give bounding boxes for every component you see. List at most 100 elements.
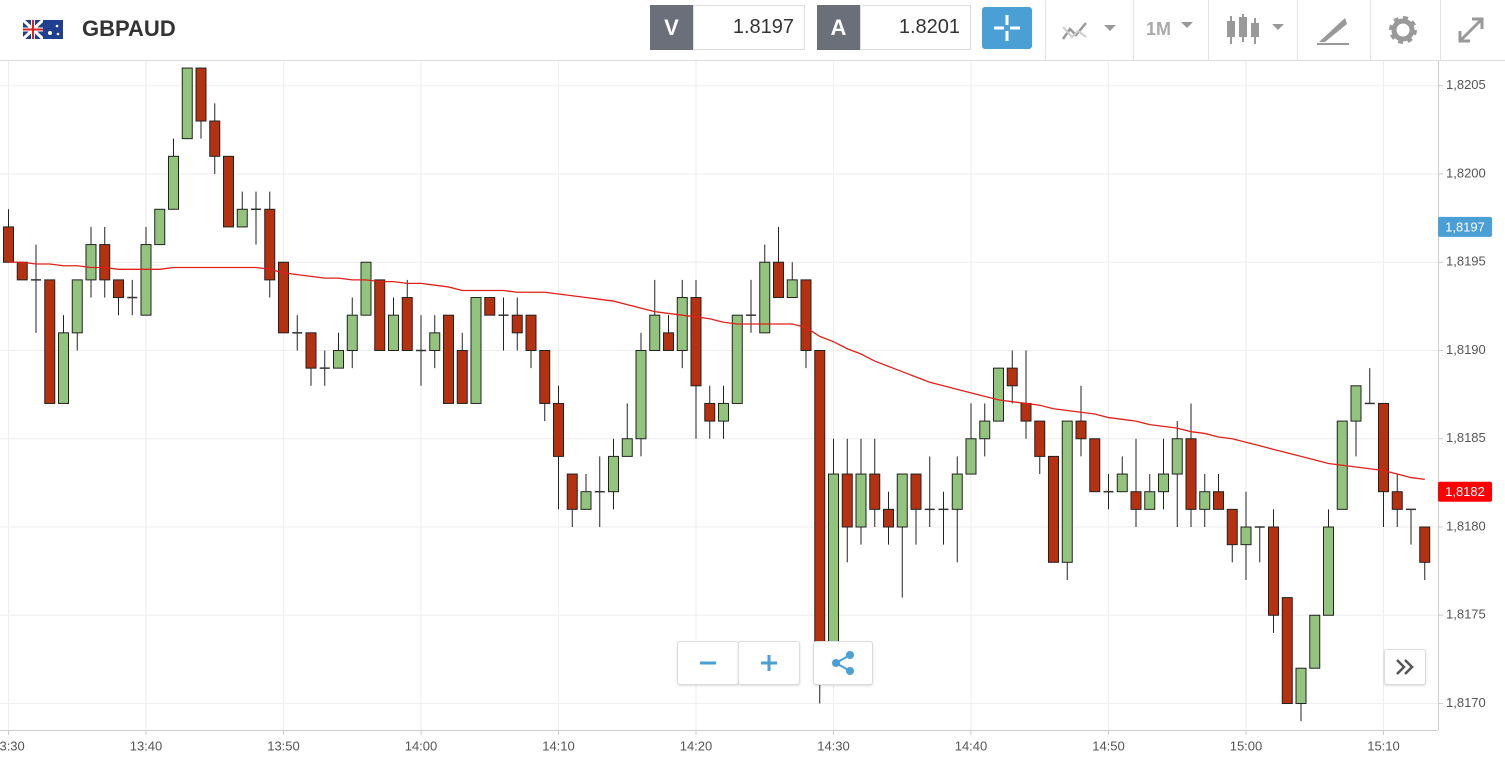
candle-body [1391, 491, 1403, 510]
x-tick-label: 14:40 [955, 738, 988, 753]
candle-body [1089, 438, 1101, 493]
candle-body [1185, 438, 1197, 510]
candle-body [663, 332, 674, 351]
dropdown-arrow [1181, 22, 1193, 28]
candle-body [759, 261, 771, 334]
y-tick-label: 1,8175 [1446, 607, 1486, 622]
y-tick-label: 1,8200 [1446, 165, 1486, 180]
candle-body [181, 67, 193, 140]
candle-body [621, 438, 633, 457]
candle-body [566, 473, 578, 510]
chart-type-button[interactable] [1060, 17, 1120, 43]
timeframe[interactable]: 1M [1146, 19, 1172, 39]
bid-price[interactable]: 1.8197 [693, 5, 805, 50]
candle-body [539, 349, 551, 404]
candle-body [333, 349, 344, 369]
candle-body [16, 261, 28, 281]
candle-body [278, 261, 289, 334]
candle-body [44, 279, 56, 404]
settings-button[interactable] [1386, 13, 1420, 47]
crosshair-button[interactable] [982, 7, 1032, 49]
y-tick-label: 1,8170 [1446, 695, 1486, 710]
candle-body [3, 226, 14, 263]
candle-body [1226, 508, 1238, 546]
candle-body [360, 261, 372, 316]
candle-body [1419, 526, 1431, 563]
candle-body [951, 473, 963, 510]
x-tick-label: 14:50 [1092, 738, 1125, 753]
candle-body [99, 244, 111, 281]
candle-body [58, 332, 69, 404]
candle-body [800, 279, 812, 351]
toolbar: GBPAUD V 1.8197 A 1.8201 1M [0, 0, 1505, 61]
candle-body [443, 314, 454, 404]
zoom-in-button[interactable] [738, 641, 800, 685]
x-tick-label: 14:30 [817, 738, 850, 753]
candle-body [456, 349, 468, 404]
candle-body [1061, 420, 1073, 563]
candle-body [209, 120, 221, 157]
candle-body [429, 332, 441, 351]
candle-body [1020, 402, 1032, 422]
candle-body [553, 402, 564, 457]
ask-price[interactable]: 1.8201 [860, 5, 971, 50]
x-tick-label: 13:50 [267, 738, 300, 753]
candle-body [1171, 438, 1183, 475]
price-tag-label: 1,8197 [1445, 219, 1485, 234]
candle-body [993, 367, 1004, 422]
candle-body [718, 402, 729, 422]
y-tick-label: 1,8195 [1446, 254, 1486, 269]
candle-body [305, 332, 317, 369]
candle-body [470, 297, 482, 404]
y-tick-label: 1,8180 [1446, 518, 1486, 533]
symbol: GBPAUD [82, 16, 176, 41]
ask-label[interactable]: A [817, 5, 860, 50]
candle-body [649, 314, 661, 351]
scroll-right-button[interactable] [1384, 649, 1426, 685]
candle-body [1323, 526, 1334, 616]
axis-line [0, 730, 1438, 731]
y-tick-label: 1,8205 [1446, 77, 1486, 92]
candle-body [346, 314, 358, 351]
candle-body [1295, 667, 1307, 705]
candle-body [195, 67, 207, 122]
candle-body [979, 420, 991, 440]
candle-body [1158, 473, 1169, 493]
candle-body [690, 297, 702, 387]
drawing-tools-button[interactable] [1315, 14, 1351, 46]
candle-body [1144, 491, 1156, 510]
moving-average-line [8, 261, 1425, 480]
candle-body [1048, 455, 1059, 563]
candle-body [635, 349, 647, 440]
candle-body [580, 491, 592, 510]
x-tick-label: 13:30 [0, 738, 25, 753]
candle-body [484, 297, 496, 316]
candle-body [1116, 473, 1128, 493]
candle-body [896, 473, 908, 528]
plot [0, 61, 1438, 730]
share-button[interactable] [813, 641, 873, 685]
axes: 1,8170 1,8175 1,8180 1,8185 1,8190 1,8195 1,82… [0, 77, 1492, 753]
candle-body [511, 314, 523, 334]
fullscreen-button[interactable] [1454, 13, 1488, 47]
price-tag-label: 1,8182 [1445, 484, 1485, 499]
candle-body [1075, 420, 1087, 440]
axis-line [1438, 61, 1439, 730]
candle-body [1006, 367, 1018, 387]
candle-body [786, 279, 798, 299]
candle-body [1034, 420, 1046, 457]
candle-body [1130, 491, 1142, 510]
candle-body [676, 297, 688, 351]
candle-body [608, 455, 619, 493]
bid-label[interactable]: V [650, 5, 693, 50]
candle-body [374, 279, 386, 351]
price-tag [1438, 481, 1492, 502]
candle-body [388, 314, 399, 351]
x-tick-label: 14:10 [542, 738, 575, 753]
x-tick-label: 15:10 [1367, 738, 1400, 753]
zoom-out-button[interactable] [677, 641, 739, 685]
candle-type-button[interactable] [1226, 12, 1286, 48]
candle-body [965, 438, 977, 475]
candle-body [1199, 491, 1211, 510]
